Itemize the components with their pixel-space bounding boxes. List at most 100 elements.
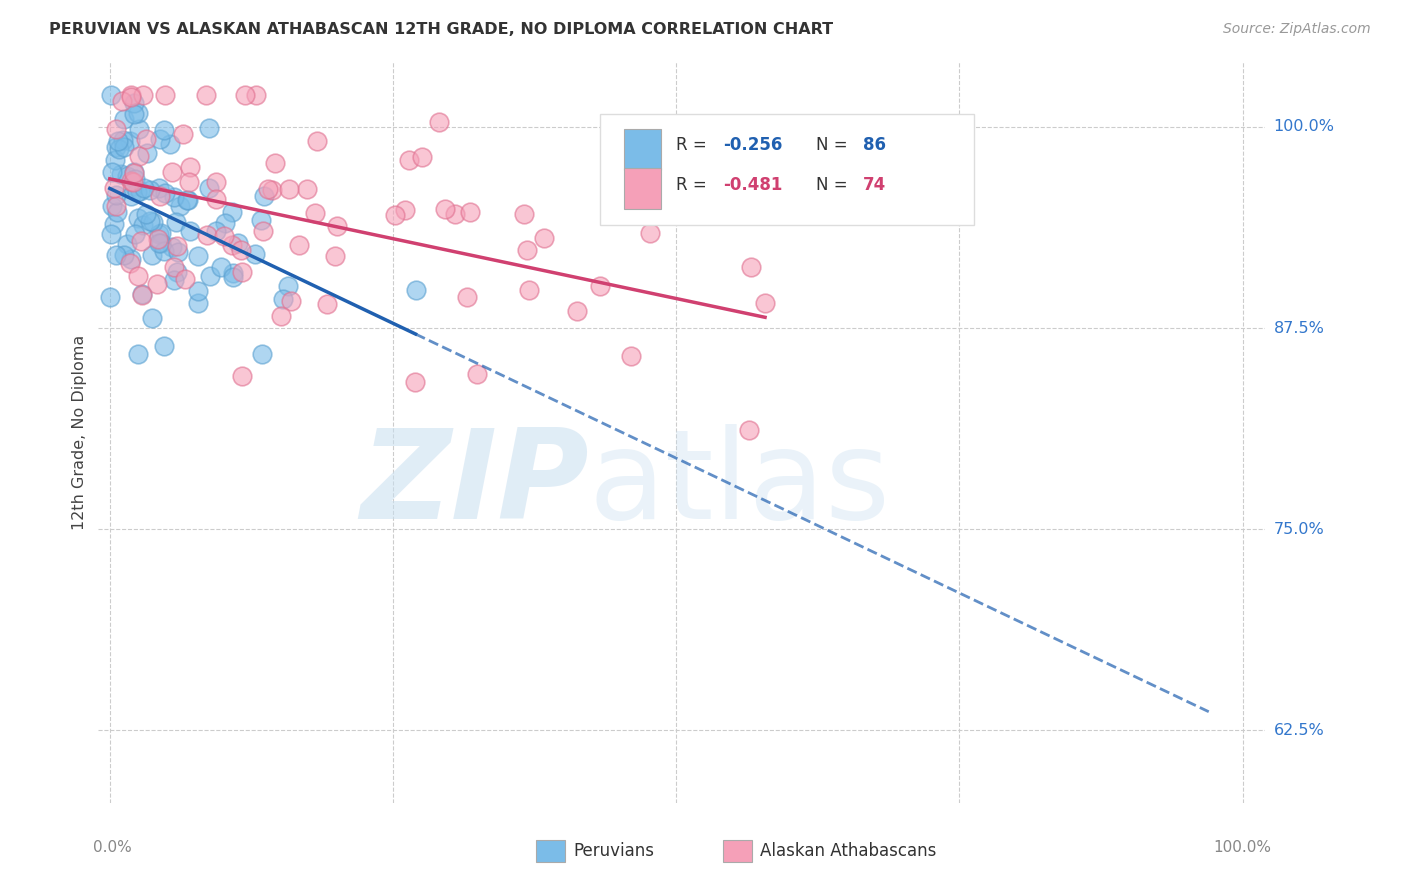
- Point: [122, 179, 145, 194]
- Point: [398, 153, 420, 168]
- Point: [120, 87, 142, 102]
- Point: [589, 278, 612, 293]
- Text: Peruvians: Peruvians: [574, 842, 654, 860]
- Point: [323, 249, 346, 263]
- Point: [166, 265, 188, 279]
- Point: [263, 155, 285, 169]
- Point: [620, 349, 643, 363]
- Point: [179, 224, 201, 238]
- Text: 0.0%: 0.0%: [93, 840, 131, 855]
- Point: [295, 182, 318, 196]
- Point: [105, 139, 128, 153]
- Point: [214, 229, 236, 244]
- Point: [198, 181, 221, 195]
- Text: 87.5%: 87.5%: [1274, 320, 1324, 335]
- Point: [394, 203, 416, 218]
- Point: [326, 219, 349, 234]
- Point: [638, 227, 661, 241]
- Point: [105, 187, 128, 202]
- Point: [384, 208, 406, 222]
- Point: [148, 235, 170, 250]
- Point: [160, 240, 183, 254]
- Point: [111, 94, 134, 108]
- Point: [124, 166, 146, 180]
- Point: [260, 183, 283, 197]
- Point: [214, 216, 236, 230]
- Point: [245, 247, 267, 261]
- Point: [148, 181, 170, 195]
- Point: [252, 189, 274, 203]
- Point: [131, 87, 153, 102]
- Point: [205, 224, 228, 238]
- Point: [195, 87, 218, 102]
- Point: [270, 309, 292, 323]
- Y-axis label: 12th Grade, No Diploma: 12th Grade, No Diploma: [72, 335, 87, 530]
- Point: [404, 375, 426, 389]
- Point: [288, 237, 311, 252]
- Point: [141, 248, 163, 262]
- Point: [233, 87, 256, 102]
- Text: R =: R =: [676, 176, 711, 194]
- Point: [434, 202, 457, 216]
- Point: [141, 311, 163, 326]
- Point: [179, 160, 201, 174]
- Point: [155, 186, 177, 201]
- Point: [250, 213, 273, 227]
- Point: [280, 294, 302, 309]
- Point: [516, 243, 538, 257]
- Point: [120, 174, 142, 188]
- Text: 100.0%: 100.0%: [1213, 840, 1271, 855]
- Point: [163, 190, 186, 204]
- Point: [131, 287, 153, 301]
- Point: [153, 339, 176, 353]
- Text: N =: N =: [815, 136, 853, 154]
- Point: [131, 288, 153, 302]
- Text: 74: 74: [863, 176, 886, 194]
- Text: 86: 86: [863, 136, 886, 154]
- Point: [173, 272, 195, 286]
- Point: [134, 180, 156, 194]
- Point: [160, 165, 183, 179]
- Point: [103, 181, 125, 195]
- Point: [198, 268, 221, 283]
- Point: [229, 243, 252, 257]
- Point: [513, 207, 536, 221]
- Point: [169, 199, 191, 213]
- Point: [103, 217, 125, 231]
- Point: [120, 90, 142, 104]
- Point: [105, 205, 128, 219]
- Point: [456, 290, 478, 304]
- Point: [163, 260, 186, 274]
- Text: 75.0%: 75.0%: [1274, 522, 1324, 537]
- Point: [277, 278, 299, 293]
- Point: [100, 199, 122, 213]
- Point: [132, 219, 155, 233]
- Point: [115, 169, 138, 183]
- Point: [112, 133, 135, 147]
- Point: [176, 193, 198, 207]
- Text: R =: R =: [676, 136, 711, 154]
- Point: [163, 272, 186, 286]
- Point: [740, 260, 762, 275]
- Bar: [624, 129, 661, 169]
- Point: [187, 285, 209, 299]
- Point: [517, 283, 540, 297]
- Point: [533, 231, 555, 245]
- Point: [411, 150, 433, 164]
- Point: [115, 237, 138, 252]
- Point: [153, 87, 176, 102]
- Point: [221, 237, 243, 252]
- Point: [187, 249, 209, 263]
- Point: [166, 239, 188, 253]
- Point: [273, 292, 295, 306]
- Point: [104, 122, 127, 136]
- Point: [405, 283, 427, 297]
- Point: [118, 134, 141, 148]
- Bar: [536, 840, 565, 862]
- Point: [257, 182, 280, 196]
- Point: [427, 115, 450, 129]
- Text: 100.0%: 100.0%: [1274, 120, 1334, 135]
- Point: [195, 227, 218, 242]
- Point: [305, 134, 328, 148]
- Text: 62.5%: 62.5%: [1274, 723, 1324, 738]
